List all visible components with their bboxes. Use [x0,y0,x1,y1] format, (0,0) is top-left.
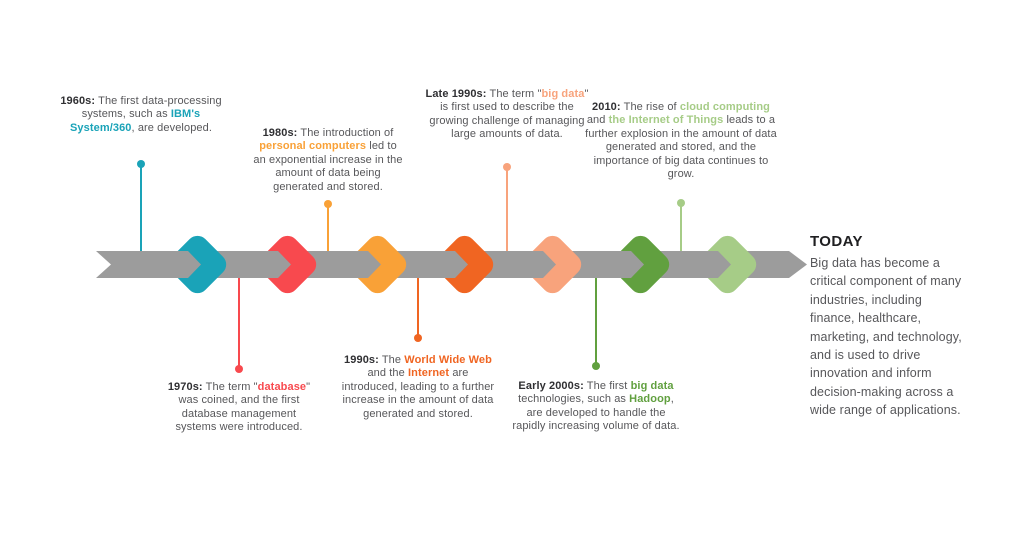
event-text-segment: 1970s: [167,381,203,393]
connector-line-early-2000s [595,278,597,366]
event-text-segment: the Internet of Things [608,114,724,127]
connector-dot-1960s [137,160,145,168]
event-text-1990s: 1990s: The World Wide Web and the Intern… [340,354,496,421]
event-text-segment: The term " [486,88,542,100]
event-text-segment: IBM's System/360 [69,108,201,134]
event-text-segment: Early 2000s: [518,380,584,392]
event-text-segment: and [586,114,609,127]
event-text-segment: database [257,381,307,393]
event-text-segment: Internet [408,367,450,380]
connector-line-1970s [238,278,240,369]
connector-dot-1970s [235,365,243,373]
event-text-late-1990s: Late 1990s: The term "big data" is first… [420,88,594,142]
event-text-segment: Late 1990s: [425,88,487,100]
event-text-segment: Hadoop [629,393,671,406]
event-text-segment: The introduction of [297,127,394,139]
connector-dot-1990s [414,334,422,342]
event-text-segment: 1960s: [60,95,96,107]
event-text-segment: and the [367,367,409,380]
event-text-segment: big data [630,380,674,392]
event-text-segment: led to an exponential increase in the am… [253,140,403,193]
event-text-segment: 1990s: [344,354,379,366]
today-section: TODAY Big data has become a critical com… [810,233,968,419]
event-text-segment: , are developed. [131,121,213,134]
event-text-segment: cloud computing [679,101,770,113]
today-title: TODAY [810,233,863,250]
event-text-segment: The term " [202,381,258,393]
connector-line-2010 [680,203,682,251]
connector-line-1980s [327,204,329,251]
event-text-2010: 2010: The rise of cloud computing and th… [582,101,780,181]
event-text-segment: 1980s: [262,127,298,139]
event-text-1980s: 1980s: The introduction of personal comp… [252,127,404,194]
event-text-segment: The [378,354,405,366]
event-text-segment: big data [541,88,585,100]
connector-line-1990s [417,278,419,338]
connector-line-late-1990s [506,167,508,251]
event-text-1970s: 1970s: The term "database" was coined, a… [165,381,313,435]
event-text-segment: The first [583,380,631,392]
event-text-segment: " was coined, and the first database man… [175,381,311,434]
connector-dot-2010 [677,199,685,207]
event-text-segment: technologies, such as [518,393,630,406]
event-text-1960s: 1960s: The first data-processing systems… [55,95,227,135]
event-text-segment: , are developed to handle the rapidly in… [512,393,680,433]
connector-dot-1980s [324,200,332,208]
event-text-segment: leads to a further explosion in the amou… [585,114,777,181]
event-text-segment: personal computers [259,140,367,153]
event-text-segment: World Wide Web [404,354,492,366]
connector-dot-late-1990s [503,163,511,171]
event-text-segment: are introduced, leading to a further inc… [341,367,495,420]
event-text-segment: " is first used to describe the growing … [429,88,589,141]
event-text-segment: 2010: [592,101,621,113]
event-text-early-2000s: Early 2000s: The first big data technolo… [512,380,680,434]
event-text-segment: The first data-processing systems, such … [81,95,222,121]
connector-dot-early-2000s [592,362,600,370]
event-text-segment: The rise of [620,101,680,113]
connector-line-1960s [140,164,142,251]
today-body: Big data has become a critical component… [810,256,962,417]
